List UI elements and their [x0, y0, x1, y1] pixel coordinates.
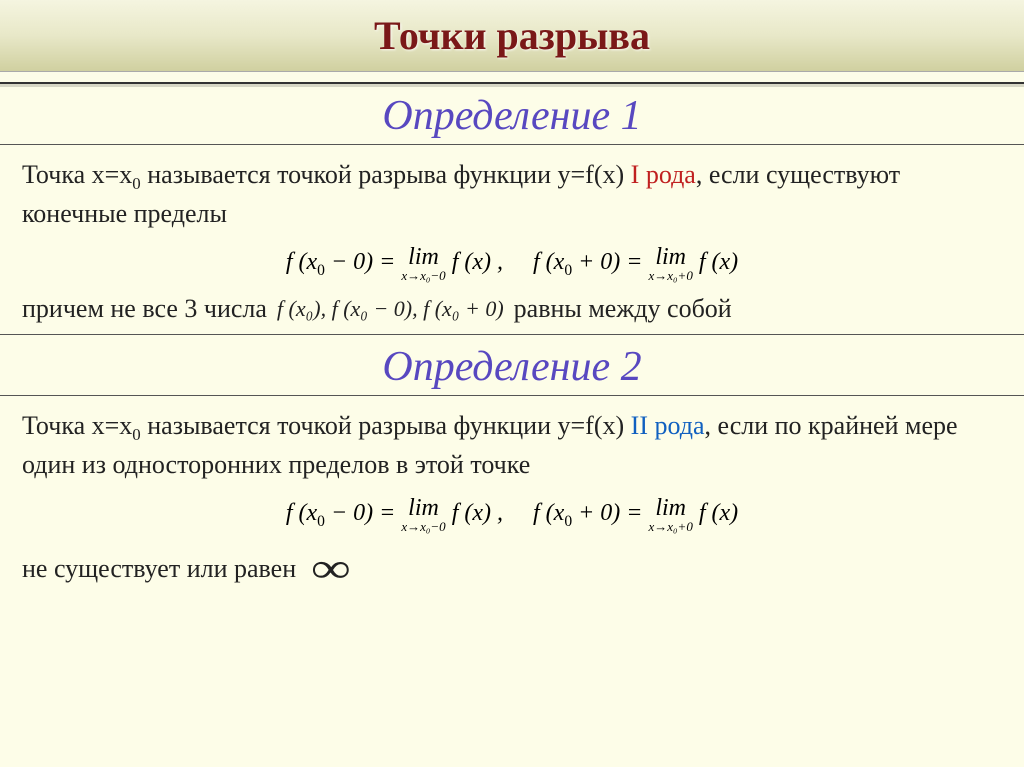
text-fragment: называется точкой разрыва функции у=f(х) — [141, 411, 631, 440]
title-bar: Точки разрыва — [0, 0, 1024, 72]
math-fragment: f (x — [533, 500, 564, 526]
math-fragment: + 0) = — [572, 500, 642, 526]
def1-text-line1: Точка х=х0 называется точкой разрыва фун… — [0, 145, 1024, 231]
lim-subscript: x→x₀+0 — [649, 269, 693, 282]
lim-subscript: x→x₀+0 — [649, 520, 693, 533]
kind-1-label: I рода — [631, 160, 696, 189]
subscript: 0 — [132, 425, 140, 444]
text-fragment: Точка х=х — [22, 160, 132, 189]
formula-left: f (x0 − 0) = lim x→x₀−0 f (x) , — [286, 245, 503, 282]
text-fragment: не существует или равен — [22, 554, 296, 584]
math-fragment: − 0) = — [325, 249, 395, 275]
lim-subscript: x→x₀−0 — [401, 269, 445, 282]
math-fragment: f (x) — [699, 249, 738, 275]
lim-symbol: lim — [408, 496, 439, 520]
text-fragment: называется точкой разрыва функции у=f(x) — [141, 160, 631, 189]
limit-block: lim x→x₀+0 — [649, 245, 693, 282]
subscript: 0 — [564, 513, 572, 530]
lim-symbol: lim — [655, 496, 686, 520]
math-fragment: f (x — [286, 500, 317, 526]
subscript: 0 — [317, 513, 325, 530]
kind-2-label: II рода — [631, 411, 705, 440]
lim-subscript: x→x₀−0 — [401, 520, 445, 533]
subscript: 0 — [317, 262, 325, 279]
math-fragment: + 0) = — [572, 249, 642, 275]
formula-right: f (x0 + 0) = lim x→x₀+0 f (x) — [533, 245, 738, 282]
math-fragment: f (x) — [699, 500, 738, 526]
def2-last-line: не существует или равен ∞ — [0, 539, 1024, 603]
math-fragment: − 0) = — [325, 500, 395, 526]
text-fragment: причем не все 3 числа — [22, 294, 267, 324]
def2-formula-row: f (x0 − 0) = lim x→x₀−0 f (x) , f (x0 + … — [0, 482, 1024, 539]
limit-block: lim x→x₀−0 — [401, 245, 445, 282]
formula-left: f (x0 − 0) = lim x→x₀−0 f (x) , — [286, 496, 503, 533]
subscript: 0 — [564, 262, 572, 279]
formula-right: f (x0 + 0) = lim x→x₀+0 f (x) — [533, 496, 738, 533]
lim-symbol: lim — [655, 245, 686, 269]
math-fragment: f (x — [533, 249, 564, 275]
comma: , — [491, 249, 503, 275]
def2-text-line1: Точка х=х0 называется точкой разрыва фун… — [0, 396, 1024, 482]
text-fragment: равны между собой — [514, 294, 732, 324]
title-divider — [0, 72, 1024, 84]
math-fragment: f (x — [286, 249, 317, 275]
math-fragment: f (x) — [452, 500, 491, 526]
inline-math-triple: f (x₀), f (x₀ − 0), f (x₀ + 0) — [271, 296, 510, 322]
text-fragment: Точка х=х — [22, 411, 132, 440]
definition-2-heading: Определение 2 — [0, 335, 1024, 395]
lim-symbol: lim — [408, 245, 439, 269]
math-fragment: f (x) — [452, 249, 491, 275]
comma: , — [491, 500, 503, 526]
page-title: Точки разрыва — [374, 12, 650, 59]
limit-block: lim x→x₀+0 — [649, 496, 693, 533]
def1-text-line2: причем не все 3 числа f (x₀), f (x₀ − 0)… — [0, 288, 1024, 334]
limit-block: lim x→x₀−0 — [401, 496, 445, 533]
definition-1-heading: Определение 1 — [0, 84, 1024, 144]
infinity-symbol: ∞ — [312, 545, 351, 593]
subscript: 0 — [132, 174, 140, 193]
def1-formula-row: f (x0 − 0) = lim x→x₀−0 f (x) , f (x0 + … — [0, 231, 1024, 288]
